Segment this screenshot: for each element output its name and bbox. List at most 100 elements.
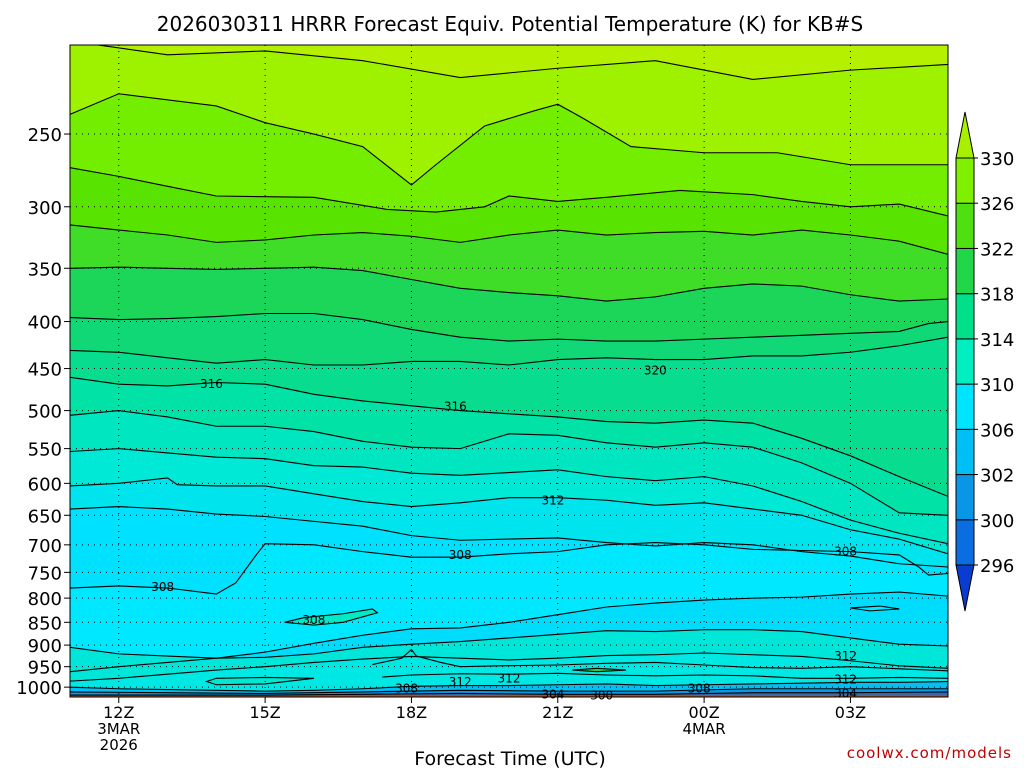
colorbar-segment bbox=[955, 519, 975, 566]
contour-label: 316 bbox=[200, 377, 223, 391]
contour-line bbox=[70, 336, 948, 366]
contour-label: 312 bbox=[834, 649, 857, 663]
contour-line bbox=[70, 477, 948, 555]
contour-line bbox=[70, 629, 948, 659]
y-tick-label: 800 bbox=[28, 589, 62, 610]
contour-label-group: 320 316 316 312 308 308 308 308 312 312 312 312 308 3… bbox=[151, 363, 857, 702]
x-tick-label: 03Z bbox=[835, 703, 866, 722]
contour-line bbox=[284, 608, 379, 626]
contour-label: 312 bbox=[834, 672, 857, 686]
y-tick-label: 950 bbox=[28, 658, 62, 679]
colorbar-segment bbox=[955, 202, 975, 249]
colorbar-label: 302 bbox=[980, 466, 1014, 487]
contour-line bbox=[70, 376, 948, 497]
contour-line bbox=[204, 676, 314, 686]
colorbar-label: 318 bbox=[980, 285, 1014, 306]
colorbar-label: 306 bbox=[980, 420, 1014, 441]
y-tick-label: 750 bbox=[28, 563, 62, 584]
contour-line bbox=[70, 93, 948, 186]
contour-line bbox=[382, 672, 948, 679]
y-tick-label: 550 bbox=[28, 440, 62, 461]
y-tick-label: 600 bbox=[28, 474, 62, 495]
colorbar-top-arrow bbox=[955, 111, 975, 159]
gridlines bbox=[70, 45, 948, 697]
contour-label: 308 bbox=[151, 580, 174, 594]
y-tick-label: 450 bbox=[28, 360, 62, 381]
y-tick-label: 700 bbox=[28, 536, 62, 557]
contour-label: 312 bbox=[541, 493, 564, 507]
contour-label: 312 bbox=[449, 675, 472, 689]
plot-background bbox=[70, 45, 948, 697]
y-tick-label: 250 bbox=[28, 125, 62, 146]
contour-label: 308 bbox=[395, 681, 418, 695]
credit-label: coolwx.com/models bbox=[847, 744, 1012, 762]
contour-lines bbox=[70, 45, 948, 696]
x-tick-label: 21Z bbox=[542, 703, 573, 722]
y-axis: 2503003504004505005506006507007508008509… bbox=[16, 125, 70, 699]
contour-line bbox=[70, 224, 948, 255]
contour-line bbox=[70, 167, 948, 217]
x-tick-label: 18Z bbox=[396, 703, 427, 722]
y-tick-label: 1000 bbox=[16, 678, 62, 699]
y-tick-label: 350 bbox=[28, 259, 62, 280]
y-tick-label: 500 bbox=[28, 402, 62, 423]
colorbar-segment bbox=[955, 338, 975, 385]
contour-label: 304 bbox=[834, 686, 857, 700]
contour-line bbox=[372, 648, 948, 672]
y-tick-label: 900 bbox=[28, 636, 62, 657]
y-tick-label: 300 bbox=[28, 198, 62, 219]
contour-line bbox=[70, 448, 948, 545]
contour-label: 308 bbox=[688, 681, 711, 695]
colorbar-label: 300 bbox=[980, 511, 1014, 532]
contour-line bbox=[70, 688, 948, 695]
plot-frame bbox=[69, 44, 949, 698]
colorbar-segment bbox=[955, 428, 975, 476]
colorbar-segment bbox=[955, 293, 975, 340]
colorbar-label: 322 bbox=[980, 239, 1014, 260]
colorbar-segment bbox=[955, 383, 975, 430]
chart-title: 2026030311 HRRR Forecast Equiv. Potentia… bbox=[157, 12, 863, 36]
colorbar-segment bbox=[955, 474, 975, 521]
contour-label: 308 bbox=[834, 545, 857, 559]
colorbar: 296 300 302 306 310 314 318 322 326 330 bbox=[955, 111, 1014, 612]
contour-line bbox=[70, 506, 948, 568]
contour-line bbox=[94, 45, 948, 80]
x-axis-label: Forecast Time (UTC) bbox=[414, 748, 605, 768]
contour-line bbox=[572, 667, 627, 673]
colorbar-segment bbox=[955, 247, 975, 295]
contour-line bbox=[70, 266, 948, 302]
x-tick-label: 00Z bbox=[688, 703, 719, 722]
contour-label: 316 bbox=[444, 400, 467, 414]
shade-pocket bbox=[284, 608, 378, 626]
contour-label: 304 bbox=[541, 687, 564, 701]
contour-line bbox=[70, 680, 948, 692]
colorbar-segment bbox=[955, 157, 975, 204]
shade-pocket bbox=[206, 677, 314, 685]
contour-label: 300 bbox=[590, 688, 613, 702]
terrain-surface bbox=[70, 694, 948, 697]
contour-line bbox=[70, 312, 948, 342]
contour-line bbox=[70, 542, 948, 595]
contour-label: 308 bbox=[302, 613, 325, 627]
contour-label: 308 bbox=[449, 548, 472, 562]
contour-line bbox=[70, 652, 948, 682]
contour-label: 320 bbox=[644, 363, 667, 377]
colorbar-label: 326 bbox=[980, 194, 1014, 215]
colorbar-label: 330 bbox=[980, 149, 1014, 170]
x-tick-label: 2026 bbox=[100, 736, 138, 754]
contour-line bbox=[70, 691, 948, 696]
colorbar-label: 314 bbox=[980, 330, 1014, 351]
colorbar-label: 310 bbox=[980, 375, 1014, 396]
contour-line bbox=[850, 605, 900, 612]
colorbar-label: 296 bbox=[980, 556, 1014, 577]
x-tick-label: 12Z bbox=[103, 703, 134, 722]
x-tick-label: 15Z bbox=[249, 703, 280, 722]
y-tick-label: 400 bbox=[28, 313, 62, 334]
contour-line bbox=[70, 410, 948, 516]
x-tick-label: 3MAR bbox=[97, 720, 140, 738]
y-tick-label: 850 bbox=[28, 613, 62, 634]
x-tick-label: 4MAR bbox=[683, 720, 726, 738]
colorbar-bottom-arrow bbox=[955, 564, 975, 612]
